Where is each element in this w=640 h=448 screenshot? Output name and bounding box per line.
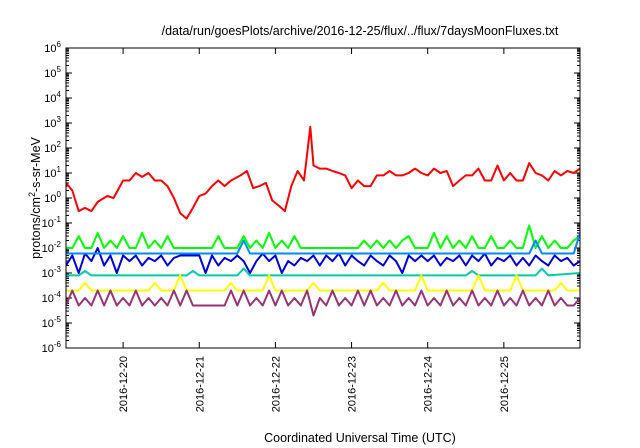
- y-tick-exponent: -1: [54, 215, 62, 224]
- y-tick-label: 10-3: [42, 265, 62, 280]
- y-tick-label: 106: [44, 40, 61, 55]
- y-tick-exponent: 5: [57, 65, 62, 74]
- y-tick-label: 10-2: [42, 240, 62, 255]
- y-tick-label: 10-4: [42, 290, 62, 305]
- y-tick-label: 100: [44, 190, 61, 205]
- y-tick-label: 10-1: [42, 215, 62, 230]
- y-tick-base: 10: [42, 343, 54, 355]
- y-tick-base: 10: [42, 293, 54, 305]
- x-tick-label: 2016-12-20: [118, 356, 130, 412]
- y-axis-label-superscript: 2: [27, 192, 37, 197]
- y-tick-label: 10-5: [42, 315, 62, 330]
- y-tick-base: 10: [44, 193, 56, 205]
- y-tick-base: 10: [44, 143, 56, 155]
- y-tick-exponent: 3: [57, 115, 62, 124]
- y-axis-label: protons/cm2-s-sr-MeV: [27, 136, 43, 258]
- y-tick-exponent: -6: [54, 340, 62, 349]
- x-tick-label: 2016-12-24: [423, 356, 435, 412]
- y-tick-base: 10: [44, 168, 56, 180]
- plot-series: [66, 125, 580, 317]
- y-tick-exponent: 0: [57, 190, 62, 199]
- x-tick-label: 2016-12-25: [499, 356, 511, 412]
- y-tick-exponent: -3: [54, 265, 62, 274]
- y-tick-label: 102: [44, 140, 61, 155]
- y-tick-exponent: -2: [54, 240, 62, 249]
- y-tick-base: 10: [44, 118, 56, 130]
- y-tick-base: 10: [42, 268, 54, 280]
- y-axis-label-part-b: -s-sr-MeV: [29, 136, 43, 192]
- series-line: [66, 224, 580, 249]
- y-tick-exponent: -5: [54, 315, 62, 324]
- series-line: [66, 125, 580, 220]
- y-tick-base: 10: [44, 43, 56, 55]
- y-tick-label: 105: [44, 65, 61, 80]
- x-axis-label: Coordinated Universal Time (UTC): [264, 431, 456, 445]
- x-tick-label: 2016-12-23: [347, 356, 359, 412]
- series-line: [66, 247, 580, 274]
- series-line: [66, 232, 580, 255]
- y-tick-exponent: 4: [57, 90, 62, 99]
- y-tick-label: 10-6: [42, 340, 62, 355]
- series-line: [66, 267, 580, 277]
- y-axis-label-part-a: protons/cm: [29, 197, 43, 259]
- x-tick-label: 2016-12-21: [194, 356, 206, 412]
- y-tick-base: 10: [44, 93, 56, 105]
- y-tick-label: 101: [44, 165, 61, 180]
- y-tick-exponent: 6: [57, 40, 62, 49]
- plot-frame: [65, 47, 581, 349]
- x-tick-label: 2016-12-22: [270, 356, 282, 412]
- y-tick-label: 103: [44, 115, 61, 130]
- y-tick-base: 10: [42, 243, 54, 255]
- y-tick-base: 10: [42, 218, 54, 230]
- y-tick-base: 10: [44, 68, 56, 80]
- y-tick-exponent: 1: [57, 165, 62, 174]
- chart-title: /data/run/goesPlots/archive/2016-12-25/f…: [162, 24, 559, 38]
- series-line: [66, 274, 580, 292]
- y-tick-exponent: 2: [57, 140, 62, 149]
- y-tick-base: 10: [42, 318, 54, 330]
- x-axis: 2016-12-20 2016-12-21 2016-12-22 2016-12-23…: [118, 48, 511, 412]
- y-tick-exponent: -4: [54, 290, 62, 299]
- y-tick-label: 104: [44, 90, 61, 105]
- series-line: [66, 289, 580, 317]
